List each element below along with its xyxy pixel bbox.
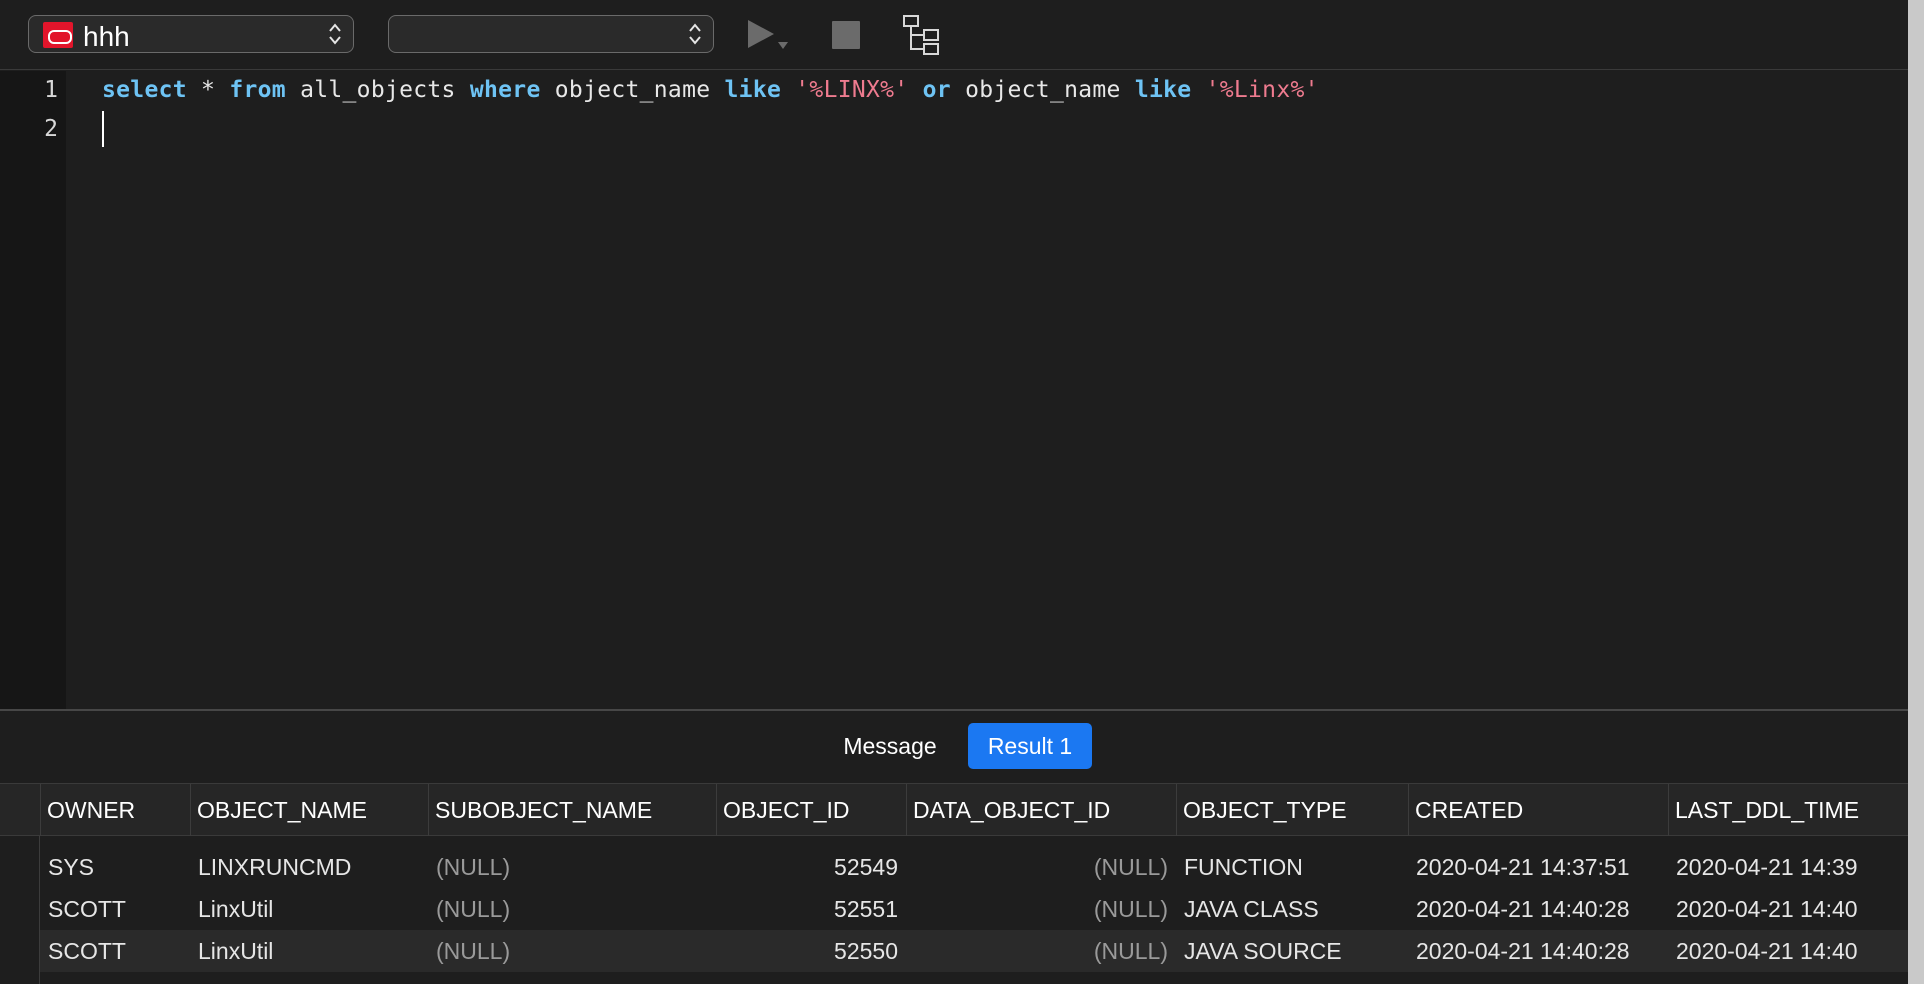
- result-grid: OWNER OBJECT_NAME SUBOBJECT_NAME OBJECT_ID D…: [0, 783, 1908, 984]
- table-cell[interactable]: 52550: [834, 938, 898, 964]
- code-line[interactable]: select * from all_objects where object_n…: [102, 77, 1319, 103]
- sql-keyword: like: [724, 77, 782, 103]
- pane-divider[interactable]: [0, 709, 1908, 711]
- sql-editor[interactable]: 1 2 select * from all_objects where obje…: [0, 71, 1908, 709]
- table-cell[interactable]: 2020-04-21 14:40:28: [1416, 938, 1630, 964]
- sql-text: object_name: [540, 77, 725, 103]
- table-cell[interactable]: SCOTT: [48, 938, 126, 964]
- table-cell[interactable]: JAVA CLASS: [1184, 896, 1319, 922]
- table-row[interactable]: SYS LINXRUNCMD (NULL) 52549 (NULL) FUNCTION 20…: [40, 846, 1908, 888]
- table-cell[interactable]: LinxUtil: [198, 896, 274, 922]
- table-cell[interactable]: (NULL): [1093, 854, 1168, 880]
- line-number: 2: [44, 116, 58, 142]
- oracle-logo-icon: [43, 22, 73, 48]
- toolbar: hhh: [0, 0, 1908, 70]
- table-cell[interactable]: (NULL): [436, 854, 511, 880]
- column-header[interactable]: LAST_DDL_TIME: [1668, 784, 1908, 836]
- sql-string: '%Linx%': [1205, 77, 1319, 103]
- table-cell[interactable]: 2020-04-21 14:40: [1676, 938, 1858, 964]
- connection-select[interactable]: hhh: [28, 15, 354, 53]
- sql-keyword: select: [102, 77, 187, 103]
- chevron-updown-icon: [689, 23, 701, 45]
- line-number-gutter: 1 2: [0, 71, 66, 709]
- tab-result-1[interactable]: Result 1: [968, 723, 1092, 769]
- row-gutter: [0, 836, 40, 984]
- column-header[interactable]: OWNER: [40, 784, 190, 836]
- sql-text: [781, 77, 795, 103]
- sql-text: [908, 77, 922, 103]
- connection-name: hhh: [83, 21, 130, 52]
- column-header[interactable]: OBJECT_NAME: [190, 784, 428, 836]
- play-icon[interactable]: [746, 14, 796, 54]
- column-header[interactable]: OBJECT_TYPE: [1176, 784, 1408, 836]
- table-cell[interactable]: JAVA SOURCE: [1184, 938, 1342, 964]
- table-cell[interactable]: 2020-04-21 14:39: [1676, 854, 1858, 880]
- table-cell[interactable]: LINXRUNCMD: [198, 854, 352, 880]
- sql-text: all_objects: [285, 77, 470, 103]
- column-header[interactable]: OBJECT_ID: [716, 784, 906, 836]
- table-cell[interactable]: 2020-04-21 14:40:28: [1416, 896, 1630, 922]
- table-row[interactable]: SCOTT LinxUtil (NULL) 52551 (NULL) JAVA CLASS…: [40, 888, 1908, 930]
- column-header[interactable]: SUBOBJECT_NAME: [428, 784, 716, 836]
- table-cell[interactable]: (NULL): [1093, 938, 1168, 964]
- column-header[interactable]: DATA_OBJECT_ID: [906, 784, 1176, 836]
- window-scrollbar[interactable]: [1908, 0, 1924, 984]
- table-cell[interactable]: FUNCTION: [1184, 854, 1303, 880]
- chevron-updown-icon: [329, 23, 341, 45]
- stop-icon[interactable]: [832, 21, 860, 49]
- result-tabs: Message Result 1: [0, 711, 1908, 783]
- table-row[interactable]: SCOTT LinxUtil (NULL) 52550 (NULL) JAVA SOURC…: [40, 930, 1908, 972]
- sql-text: object_name: [950, 77, 1135, 103]
- table-cell[interactable]: SCOTT: [48, 896, 126, 922]
- sql-string: '%LINX%': [795, 77, 909, 103]
- sql-keyword: like: [1134, 77, 1192, 103]
- sql-keyword: from: [229, 77, 286, 103]
- table-cell[interactable]: (NULL): [1093, 896, 1168, 922]
- table-cell[interactable]: 52549: [834, 854, 898, 880]
- text-cursor: [102, 111, 104, 147]
- line-number: 1: [44, 77, 58, 103]
- grid-header: OWNER OBJECT_NAME SUBOBJECT_NAME OBJECT_ID D…: [0, 784, 1908, 836]
- table-cell[interactable]: SYS: [48, 854, 95, 880]
- table-cell[interactable]: 2020-04-21 14:40: [1676, 896, 1858, 922]
- table-cell[interactable]: 52551: [834, 896, 898, 922]
- table-cell[interactable]: (NULL): [436, 896, 511, 922]
- sql-text: [1191, 77, 1205, 103]
- schema-select[interactable]: [388, 15, 714, 53]
- sql-keyword: where: [469, 77, 541, 103]
- table-cell[interactable]: LinxUtil: [198, 938, 274, 964]
- sql-text: *: [186, 77, 230, 103]
- table-cell[interactable]: (NULL): [436, 938, 511, 964]
- sql-keyword: or: [922, 77, 951, 103]
- tab-message[interactable]: Message: [843, 733, 937, 759]
- table-cell[interactable]: 2020-04-21 14:37:51: [1416, 854, 1630, 880]
- explain-plan-icon[interactable]: [902, 14, 944, 56]
- column-header[interactable]: CREATED: [1408, 784, 1668, 836]
